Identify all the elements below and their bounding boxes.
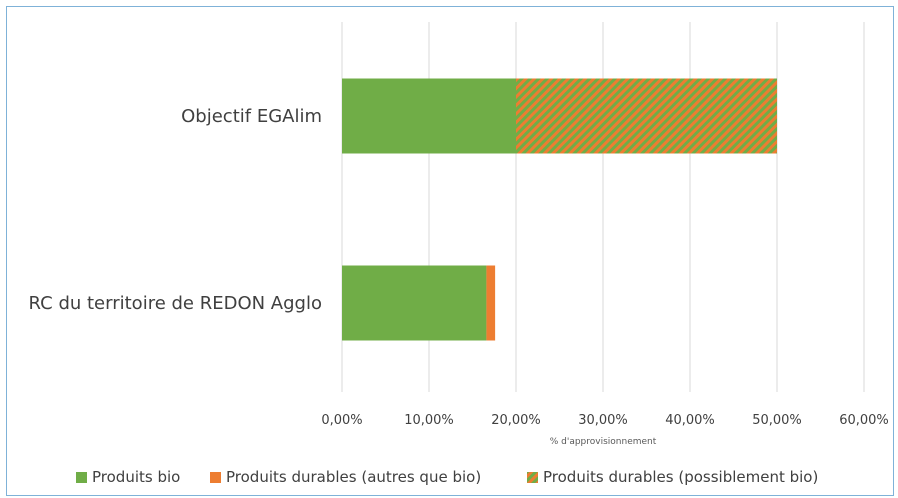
bar-segment	[516, 78, 777, 154]
x-tick-label: 60,00%	[839, 413, 889, 428]
category-label: RC du territoire de REDON Agglo	[29, 293, 322, 314]
bar-segment	[486, 265, 496, 341]
legend-label: Produits durables (autres que bio)	[226, 468, 481, 486]
bar-segment	[342, 78, 516, 154]
x-tick-label: 20,00%	[491, 413, 541, 428]
legend-label: Produits durables (possiblement bio)	[543, 468, 818, 486]
bars	[342, 78, 777, 341]
legend: Produits bio Produits durables (autres qu…	[76, 468, 818, 486]
legend-swatch	[527, 472, 538, 483]
x-tick-label: 10,00%	[404, 413, 454, 428]
x-tick-label: 30,00%	[578, 413, 628, 428]
legend-swatch	[210, 472, 221, 483]
x-tick-labels: 0,00% 10,00% 20,00% 30,00% 40,00% 50,00% 60,00…	[321, 413, 888, 428]
x-tick-label: 40,00%	[665, 413, 715, 428]
x-axis-title: % d'approvisionnement	[550, 437, 657, 447]
bar-segment	[342, 265, 487, 341]
category-labels: Objectif EGAlim RC du territoire de REDON…	[29, 106, 322, 314]
legend-swatch	[76, 472, 87, 483]
x-tick-label: 50,00%	[752, 413, 802, 428]
x-tick-label: 0,00%	[321, 413, 362, 428]
category-label: Objectif EGAlim	[181, 106, 322, 127]
legend-label: Produits bio	[92, 468, 180, 486]
